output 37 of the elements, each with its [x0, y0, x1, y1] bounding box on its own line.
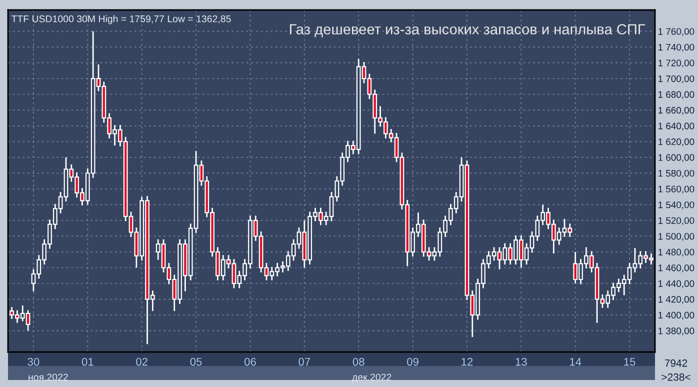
annotation: TTF USD1000 30M High = 1759,77 Low = 1362,85	[11, 15, 231, 24]
y-tick-label: 1 600,00	[658, 154, 694, 162]
y-tick-label: 1 620,00	[658, 138, 694, 146]
text: 7942	[664, 359, 688, 367]
y-tick-label: 1 520,00	[658, 217, 694, 226]
y-tick-label: 1 420,00	[658, 296, 694, 304]
text: Газ дешевеет из-за высоких запасов и наплыва СПГ	[290, 24, 646, 38]
y-tick-label: 1 760,00	[658, 28, 694, 36]
x-tick-label: 14	[570, 358, 582, 366]
x-tick-label: 09	[407, 358, 418, 366]
text: >238<	[662, 373, 690, 381]
y-tick-label: 1 660,00	[658, 106, 694, 115]
y-tick-label: 1 400,00	[658, 312, 694, 320]
x-tick-label: 07	[298, 358, 310, 366]
y-tick-label: 1 680,00	[658, 91, 694, 99]
x-tick-label: 15	[624, 358, 636, 366]
x-tick-label: 08	[352, 358, 364, 366]
y-tick-label: 1 460,00	[658, 264, 694, 272]
y-tick-label: 1 380,00	[658, 328, 694, 336]
y-tick-label: 1 500,00	[658, 232, 694, 241]
y-tick-label: 1 560,00	[658, 186, 694, 194]
x-tick-label: 13	[516, 358, 527, 366]
x-tick-label: 05	[190, 358, 202, 366]
y-tick-label: 1 580,00	[658, 170, 694, 178]
y-tick-label: 1 440,00	[658, 280, 694, 288]
text: ноя.2022	[28, 374, 68, 381]
x-tick-label: 12	[462, 358, 473, 366]
y-tick-label: 1 700,00	[658, 75, 694, 84]
y-tick-label: 1 540,00	[658, 201, 694, 210]
x-tick-label: 06	[244, 358, 256, 366]
y-tick-label: 1 640,00	[658, 122, 694, 130]
y-tick-label: 1 720,00	[658, 60, 694, 68]
y-tick-label: 1 740,00	[658, 44, 694, 52]
x-tick-label: 01	[82, 358, 94, 366]
y-tick-label: 1 480,00	[658, 248, 694, 257]
x-tick-label: 02	[136, 358, 148, 366]
x-tick-label: 30	[28, 358, 40, 366]
